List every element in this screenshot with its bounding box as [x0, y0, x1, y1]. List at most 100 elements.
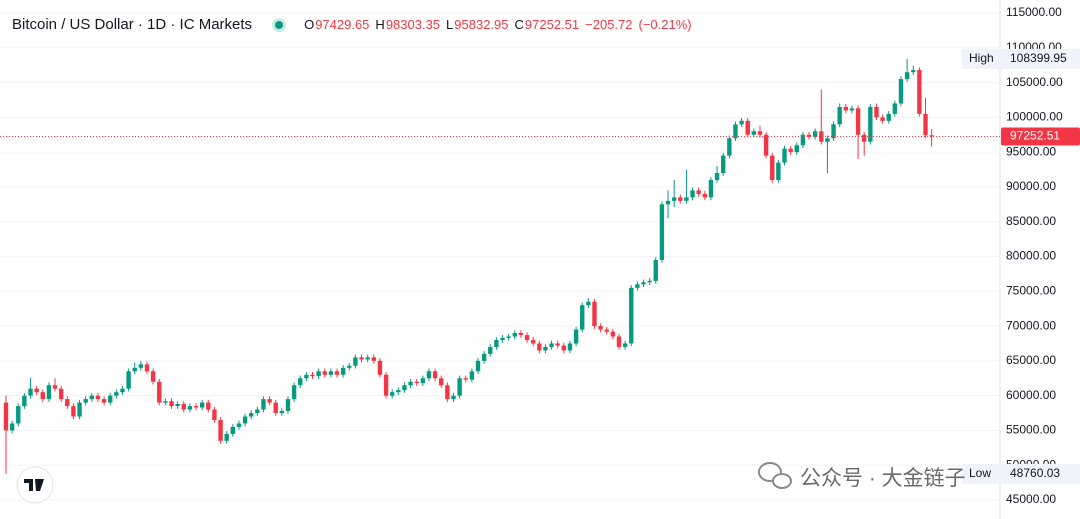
candle-body — [659, 204, 665, 260]
y-tick-label: 100000.00 — [1006, 110, 1063, 124]
y-tick-label: 115000.00 — [1006, 5, 1062, 19]
candle-body — [212, 409, 217, 421]
ohlc-value: 97252.51 — [524, 17, 580, 32]
candle-body — [702, 193, 708, 198]
y-tick-label: 65000.00 — [1006, 353, 1056, 367]
ohlc-value: 97429.65 — [315, 17, 370, 32]
candle-body — [500, 337, 505, 340]
candle-body — [475, 360, 481, 372]
candle-body — [132, 367, 137, 372]
candle-body — [665, 200, 671, 205]
candle-body — [328, 371, 334, 375]
ohlc-value: 95832.95 — [454, 17, 509, 32]
candle-body — [108, 395, 113, 403]
candle-body — [249, 413, 254, 417]
candles — [3, 58, 934, 474]
symbol-title[interactable]: Bitcoin / US Dollar · 1D · IC Markets — [12, 16, 253, 33]
candle-body — [598, 326, 603, 330]
candle-body — [52, 385, 58, 389]
candle-body — [273, 402, 278, 414]
low-badge-value: 48760.03 — [1010, 466, 1060, 480]
candle-body — [923, 113, 928, 136]
candle-body — [285, 399, 291, 411]
candle-body — [58, 388, 64, 400]
candle-body — [377, 360, 383, 375]
candle-body — [929, 135, 934, 137]
candle-body — [868, 106, 873, 142]
high-badge-bg — [962, 48, 1080, 69]
y-tick-label: 90000.00 — [1006, 179, 1056, 193]
candle-body — [512, 333, 517, 337]
candle-body — [714, 173, 720, 180]
candle-body — [365, 357, 370, 360]
candle-body — [28, 388, 33, 396]
change-pct: (−0.21%) — [638, 17, 692, 32]
candle-body — [402, 385, 407, 391]
y-tick-label: 55000.00 — [1006, 423, 1056, 437]
candle-body — [310, 374, 315, 377]
candle-body — [359, 357, 364, 360]
candle-body — [445, 385, 450, 400]
high-badge-value: 108399.95 — [1010, 51, 1067, 65]
candle-body — [561, 345, 567, 351]
candle-body — [95, 395, 101, 400]
candle-body — [371, 357, 376, 361]
candle-body — [481, 353, 487, 361]
y-tick-label: 80000.00 — [1006, 249, 1056, 263]
watermark: 公众号 · 大金链子 — [800, 467, 966, 490]
candle-body — [708, 179, 714, 198]
candle-body — [138, 364, 144, 368]
ohlc-label: L — [446, 17, 454, 32]
candle-body — [653, 259, 658, 281]
low-badge-label: Low — [969, 466, 991, 480]
candle-body — [408, 381, 413, 386]
candle-body — [89, 395, 95, 400]
candle-body — [696, 190, 701, 194]
candle-body — [9, 423, 15, 431]
candle-body — [193, 406, 199, 408]
candle-body — [794, 145, 799, 153]
candle-body — [776, 162, 781, 180]
candle-body — [389, 392, 395, 396]
candle-body — [457, 378, 462, 396]
candle-body — [788, 148, 793, 153]
candle-body — [733, 124, 738, 139]
candle-body — [40, 392, 45, 400]
candle-body — [46, 385, 52, 400]
candle-body — [757, 131, 763, 135]
candle-body — [494, 339, 499, 347]
candle-body — [770, 155, 775, 180]
y-tick-label: 95000.00 — [1006, 144, 1056, 158]
candle-body — [684, 197, 689, 201]
candle-body — [782, 148, 787, 163]
candle-body — [819, 131, 824, 142]
candle-body — [187, 406, 193, 410]
candle-body — [904, 72, 910, 80]
candle-body — [586, 301, 591, 306]
candle-body — [340, 367, 346, 375]
change: −205.72 — [585, 17, 633, 32]
candle-body — [218, 420, 223, 441]
candle-body — [555, 343, 560, 346]
last-price-label: 97252.51 — [1010, 129, 1060, 143]
candle-body — [347, 365, 352, 368]
candle-body — [592, 301, 597, 327]
candle-body — [763, 134, 769, 156]
candle-body — [65, 399, 70, 407]
candle-body — [604, 329, 609, 332]
y-tick-label: 105000.00 — [1006, 75, 1063, 89]
candle-body — [622, 343, 628, 347]
grid — [0, 12, 1000, 501]
candle-body — [144, 364, 150, 372]
candle-body — [206, 402, 211, 410]
candle-body — [77, 402, 82, 417]
candle-body — [825, 138, 830, 142]
candle-body — [316, 371, 321, 377]
candle-body — [224, 433, 229, 441]
candle-body — [647, 280, 652, 283]
candle-body — [414, 381, 419, 384]
candle-body — [175, 403, 180, 407]
candle-body — [255, 409, 260, 414]
candle-body — [843, 106, 849, 111]
